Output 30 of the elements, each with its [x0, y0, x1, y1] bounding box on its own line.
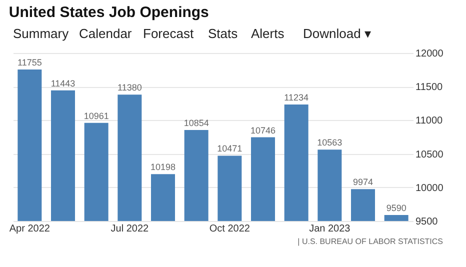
- data-label: 10198: [150, 162, 176, 172]
- text: Calendar: [79, 26, 132, 41]
- x-tick-label: Jan 2023: [309, 224, 351, 234]
- y-tick-label: 11000: [416, 116, 444, 127]
- text: Alerts: [251, 26, 285, 41]
- y-tick-label: 12000: [416, 48, 444, 60]
- data-label: 11380: [117, 82, 142, 93]
- chart-title: United States Job Openings: [8, 4, 209, 21]
- data-label: 10746: [250, 125, 276, 136]
- data-label: 10563: [317, 138, 342, 148]
- x-tick-label: Apr 2022: [9, 224, 50, 234]
- text: | U.S. BUREAU OF LABOR STATISTICS: [298, 237, 443, 246]
- data-label: 9590: [386, 202, 406, 213]
- y-tick-label: 11500: [416, 82, 444, 94]
- text: Download ▾: [303, 26, 372, 41]
- text: Stats: [208, 26, 238, 41]
- y-tick-label: 10000: [416, 182, 444, 194]
- x-tick-label: Oct 2022: [209, 224, 250, 234]
- data-label: 11234: [284, 92, 309, 102]
- data-label: 10961: [84, 110, 109, 121]
- y-tick-label: 10500: [416, 149, 444, 160]
- data-label: 11755: [17, 57, 42, 68]
- text: Forecast: [143, 26, 194, 41]
- x-tick-label: Jul 2022: [110, 224, 150, 234]
- data-label: 10854: [184, 118, 209, 128]
- data-label: 11443: [50, 78, 76, 88]
- y-tick-label: 9500: [416, 216, 438, 228]
- text: Summary: [13, 26, 70, 41]
- data-label: 10471: [217, 144, 242, 154]
- data-label: 9974: [352, 177, 374, 188]
